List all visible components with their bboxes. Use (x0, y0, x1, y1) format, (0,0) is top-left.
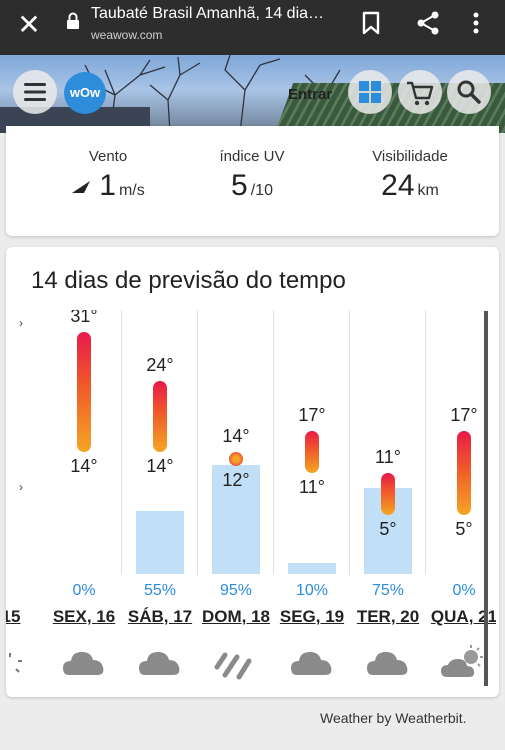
column-divider (121, 310, 122, 575)
precip-percent: 0% (72, 582, 96, 599)
bookmark-icon[interactable] (358, 10, 384, 36)
precip-percent: 95% (219, 582, 253, 599)
temp-range-bar (305, 430, 319, 473)
cloud-icon (291, 652, 332, 675)
cloud-icon (63, 652, 104, 675)
heavy-rain-icon (214, 652, 252, 680)
search-icon (457, 80, 481, 104)
menu-button[interactable] (13, 70, 57, 114)
high-temp-label: 11° (375, 446, 401, 467)
close-icon[interactable]: ✕ (17, 9, 41, 40)
uv-unit: /10 (250, 182, 273, 199)
wind-value: 1 (99, 169, 116, 202)
high-temp-label: 14° (222, 425, 250, 446)
high-temp-label: 24° (146, 355, 174, 376)
high-temp-label: 31° (70, 310, 98, 326)
page-title: Taubaté Brasil Amanhã, 14 dia… (91, 5, 325, 22)
day-label[interactable]: QUA, 21 (430, 607, 496, 626)
share-icon[interactable] (414, 9, 442, 37)
precip-percent: 55% (143, 582, 177, 599)
uv-value: 5 (231, 169, 248, 202)
precip-bar (288, 562, 336, 574)
low-temp-label: 5° (455, 519, 473, 539)
visibility-value: 24 (381, 169, 415, 202)
visibility-unit: km (417, 182, 439, 199)
temp-range-bar (229, 451, 243, 466)
column-divider (425, 310, 426, 575)
wind-unit: m/s (118, 182, 145, 199)
visibility-stat: Visibilidade 24 km (330, 148, 490, 203)
wind-stat: Vento 1 m/s (28, 148, 188, 203)
low-temp-label: 14° (146, 455, 174, 476)
cart-button[interactable] (398, 70, 442, 114)
temp-range-bar (153, 381, 167, 452)
precip-percent: 10% (295, 582, 329, 599)
temp-range-bar (457, 430, 471, 515)
lock-icon (67, 12, 79, 29)
cloud-icon (367, 652, 408, 675)
column-divider (197, 310, 198, 575)
day-label-partial[interactable]: 15 (6, 607, 21, 626)
low-temp-label: 14° (70, 455, 98, 476)
column-divider (273, 310, 274, 575)
wind-label: Vento (88, 148, 128, 165)
current-stats-card: Vento 1 m/s índice UV 5/10 Visibilidade 2… (6, 126, 499, 236)
cart-icon (407, 81, 434, 106)
uv-label: índice UV (219, 148, 285, 165)
apps-button[interactable] (348, 70, 392, 114)
precip-percent: 0% (452, 582, 476, 599)
more-options-icon[interactable] (466, 9, 486, 37)
cloud-icon (139, 652, 180, 675)
page-url[interactable]: weawow.com (91, 28, 163, 42)
login-link[interactable]: Entrar (288, 86, 333, 103)
forecast-chart[interactable]: › › 15 31° 14° 0% SEX, 16 24° 14° 55% SÁB, 17 14… (6, 310, 496, 683)
day-label[interactable]: TER, 20 (356, 607, 420, 626)
day-label[interactable]: SEG, 19 (279, 607, 345, 626)
horizontal-scroll-edge[interactable] (484, 311, 488, 686)
precip-bar (136, 510, 184, 574)
day-label[interactable]: SÁB, 17 (127, 607, 193, 626)
day-label[interactable]: SEX, 16 (52, 607, 116, 626)
sun-icon (9, 653, 22, 673)
weawow-logo[interactable]: wOw (64, 72, 106, 114)
partly-cloudy-icon (441, 645, 483, 677)
scroll-marker: › (19, 480, 23, 494)
weather-credit[interactable]: Weather by Weatherbit. (320, 710, 467, 726)
scroll-marker: › (19, 316, 23, 330)
high-temp-label: 17° (298, 404, 326, 425)
browser-toolbar: ✕ Taubaté Brasil Amanhã, 14 dia… weawow.… (0, 0, 505, 55)
precip-bar (212, 464, 260, 574)
precip-percent: 75% (371, 582, 405, 599)
forecast-card: 14 dias de previsão do tempo › › 15 31° 1… (6, 247, 499, 697)
temp-range-bar (77, 332, 91, 452)
wind-direction-icon (72, 181, 91, 194)
hamburger-icon (24, 83, 46, 101)
visibility-label: Visibilidade (372, 148, 448, 165)
forecast-title: 14 dias de previsão do tempo (31, 267, 346, 294)
low-temp-label: 5° (379, 519, 397, 539)
search-button[interactable] (447, 70, 491, 114)
grid-icon (359, 81, 381, 103)
day-label[interactable]: DOM, 18 (201, 607, 271, 626)
temp-range-bar (381, 472, 395, 515)
column-divider (349, 310, 350, 575)
low-temp-label: 11° (299, 476, 325, 497)
high-temp-label: 17° (450, 404, 478, 425)
uv-stat: índice UV 5/10 (172, 148, 332, 203)
low-temp-label: 12° (222, 469, 250, 490)
